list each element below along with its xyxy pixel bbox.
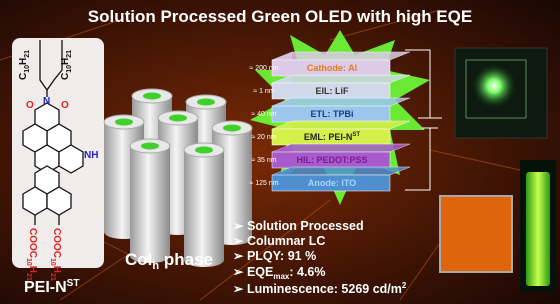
layer-label: Cathode: Al xyxy=(307,63,357,73)
vial xyxy=(526,172,550,286)
column-core xyxy=(169,115,187,122)
layer-label: HIL: PEDOT:PSS xyxy=(296,155,367,165)
film-photo xyxy=(440,196,512,272)
atom: NH xyxy=(84,150,98,161)
phase-label: Colh phase xyxy=(125,250,213,272)
atom: N xyxy=(43,96,50,107)
atom: O xyxy=(26,100,34,111)
column-core xyxy=(143,93,161,100)
layer-label: EML: PEI-NST xyxy=(304,132,361,142)
layer-top xyxy=(272,121,410,129)
graphical-abstract: Solution Processed Green OLED with high … xyxy=(0,0,560,304)
layer-label-text: EML: PEI-N xyxy=(304,132,353,142)
bullet: ➢ PLQY: 91 % xyxy=(233,249,316,263)
layer-label-text: HIL: PEDOT:PSS xyxy=(296,155,367,165)
layer-label-text: ETL: TPBi xyxy=(311,109,354,119)
layer-top xyxy=(272,144,410,152)
layer-top xyxy=(272,167,410,175)
layer-label-text: EIL: LiF xyxy=(316,86,349,96)
bullet: ➢ Solution Processed xyxy=(233,219,364,233)
bullet: ➢ Columnar LC xyxy=(233,234,325,248)
column-core xyxy=(141,143,159,150)
title: Solution Processed Green OLED with high … xyxy=(88,7,472,26)
layer-thickness: ≈ 200 nm xyxy=(249,65,278,72)
layer-thickness: ≈ 1 nm xyxy=(253,88,275,95)
column xyxy=(130,146,170,263)
layer-thickness: ≈ 35 nm xyxy=(251,157,276,164)
layer-label: Anode: ITO xyxy=(308,178,356,188)
layer-thickness: ≈ 40 nm xyxy=(251,111,276,118)
layer-top xyxy=(272,52,410,60)
column-core xyxy=(197,99,215,106)
bullet: ➢ Luminescence: 5269 cd/m2 xyxy=(233,281,407,296)
layer-top xyxy=(272,75,410,83)
layer-label-text: Cathode: Al xyxy=(307,63,357,73)
layer-thickness: ≈ 125 nm xyxy=(249,180,278,187)
atom: O xyxy=(61,100,69,111)
layer-label-sup: ST xyxy=(352,132,360,138)
column-core xyxy=(115,119,133,126)
layer-thickness: ≈ 20 nm xyxy=(251,134,276,141)
column-core xyxy=(223,125,241,132)
layer-label-text: Anode: ITO xyxy=(308,178,356,188)
layer-label: ETL: TPBi xyxy=(311,109,354,119)
column-core xyxy=(195,147,213,154)
device-glow xyxy=(472,64,516,108)
layer-top xyxy=(272,98,410,106)
layer-label: EIL: LiF xyxy=(316,86,349,96)
